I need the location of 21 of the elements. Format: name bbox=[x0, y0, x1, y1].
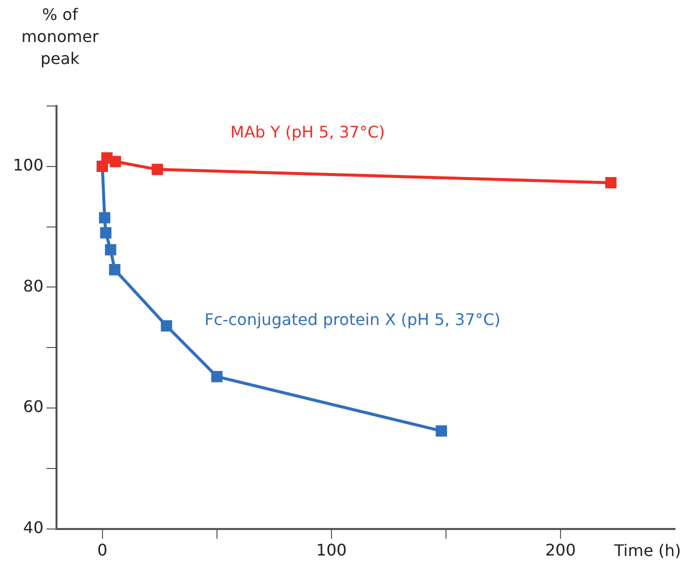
point bbox=[160, 320, 172, 332]
x-axis-title: Time (h) bbox=[613, 541, 681, 560]
y-tick-label: 60 bbox=[23, 397, 44, 416]
point bbox=[109, 264, 120, 276]
y-axis-title: % of monomer peak bbox=[20, 4, 100, 70]
point bbox=[100, 227, 112, 238]
point bbox=[104, 244, 116, 256]
series-label: MAb Y (pH 5, 37°C) bbox=[230, 122, 385, 142]
x-tick-label: 0 bbox=[97, 540, 108, 560]
y-tick-label: 80 bbox=[23, 276, 44, 296]
x-tick-label: 100 bbox=[316, 540, 347, 560]
x-tick-label: 200 bbox=[545, 540, 576, 560]
point bbox=[436, 425, 448, 437]
y-tick-label: 40 bbox=[23, 518, 44, 537]
point bbox=[605, 177, 617, 188]
point bbox=[98, 212, 110, 224]
y-tick-label: 100 bbox=[12, 156, 44, 175]
point bbox=[152, 164, 163, 176]
point bbox=[211, 370, 223, 382]
series-label: Fc-conjugated protein X (pH 5, 37°C) bbox=[204, 310, 501, 330]
point bbox=[110, 156, 122, 168]
